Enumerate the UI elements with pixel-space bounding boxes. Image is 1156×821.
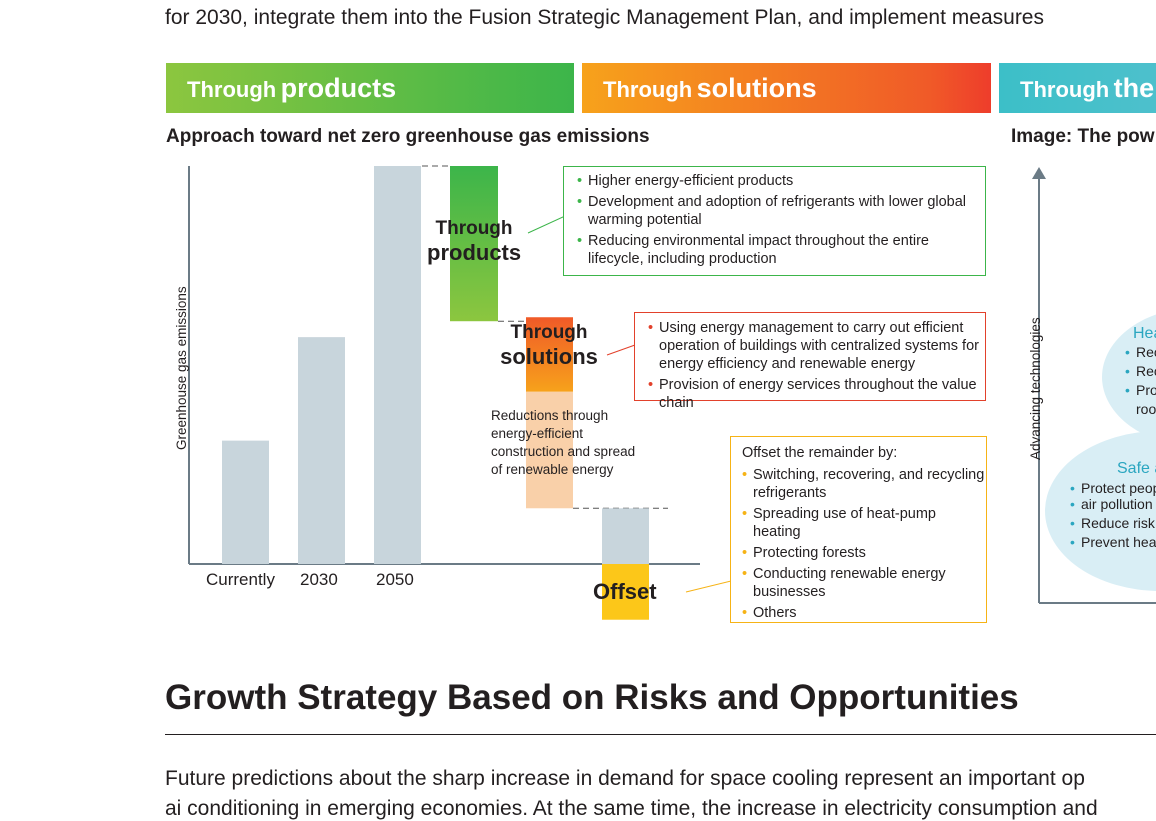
step-solutions-reduction — [526, 391, 573, 509]
banner-small-text: Through — [1020, 77, 1110, 102]
note-line: Reductions through — [491, 408, 609, 423]
right-axis-label: Advancing technologies — [1028, 317, 1043, 460]
list-item: Using energy management to carry out eff… — [648, 319, 985, 373]
list-item: Conducting renewable energy businesses — [742, 565, 986, 601]
list-item: Development and adoption of refrigerants… — [577, 193, 985, 229]
callout-heading: Offset the remainder by: — [742, 445, 898, 461]
step-solutions — [526, 317, 573, 392]
list-item: Others — [742, 604, 986, 622]
body-paragraph-line: Future predictions about the sharp incre… — [165, 767, 1085, 790]
list-item: Rec — [1125, 343, 1156, 362]
bar-currently — [222, 440, 269, 564]
step-products — [450, 166, 498, 322]
list-item: Reducing environmental impact throughout… — [577, 232, 985, 268]
intro-paragraph-line: for 2030, integrate them into the Fusion… — [165, 6, 1044, 29]
step-label-line: Through — [510, 322, 588, 343]
banner-small-text: Through — [187, 77, 277, 102]
right-y-axis-arrow-icon — [1032, 167, 1046, 179]
step-label-products: Through products — [427, 217, 521, 265]
x-tick-currently: Currently — [206, 570, 275, 589]
step-label-line: Through — [435, 218, 513, 239]
banner-big-text: solutions — [696, 73, 817, 103]
benefit-title: Hea — [1133, 325, 1156, 342]
banner-through-third: Through the — [999, 63, 1156, 113]
x-tick-2030: 2030 — [300, 570, 338, 589]
body-paragraph-line-cut: ai conditioning in emerging economies. A… — [165, 797, 1098, 820]
step-offset — [602, 564, 649, 620]
list-item: Reduce risk c — [1070, 514, 1156, 533]
benefit-group-upper: Hea Rec Rec Pro roo — [1125, 324, 1156, 419]
reductions-note: Reductions through energy-efficient cons… — [491, 407, 635, 479]
banner-big-text: the — [1113, 73, 1155, 103]
list-item: Higher energy-efficient products — [577, 172, 985, 190]
right-figure-heading: Image: The pow — [1011, 126, 1155, 147]
bar-2050 — [374, 166, 421, 564]
list-item-continued: air pollution — [1070, 495, 1156, 514]
section-divider — [165, 734, 1156, 735]
note-line: energy-efficient — [491, 426, 584, 441]
step-label-line: products — [427, 240, 522, 265]
list-item: Provision of energy services throughout … — [648, 376, 985, 412]
chart-heading: Approach toward net zero greenhouse gas … — [166, 126, 650, 147]
step-label-solutions: Through solutions — [500, 321, 598, 369]
step-offset-residual — [602, 508, 649, 564]
list-item: Protect peop — [1070, 479, 1156, 498]
list-item: Rec — [1125, 362, 1156, 381]
list-item: Spreading use of heat-pump heating — [742, 505, 986, 541]
banner-big-text: products — [280, 73, 397, 103]
benefit-group-lower: Safe a Protect peop air pollution Reduce… — [1070, 459, 1156, 552]
callout-pointer-products — [527, 215, 566, 234]
list-item: Pro — [1125, 381, 1156, 400]
y-axis-label: Greenhouse gas emissions — [174, 286, 189, 450]
section-heading: Growth Strategy Based on Risks and Oppor… — [165, 678, 1019, 717]
step-label-offset: Offset — [593, 579, 657, 604]
list-item: Switching, recovering, and recycling ref… — [742, 466, 986, 502]
callout-pointer-offset — [685, 580, 732, 597]
benefit-title: Safe a — [1117, 460, 1156, 477]
note-line: of renewable energy — [491, 462, 614, 477]
banner-through-solutions: Through solutions — [582, 63, 991, 113]
callout-pointer-solutions — [606, 344, 636, 366]
banner-small-text: Through — [603, 77, 693, 102]
list-item: Prevent heat — [1070, 533, 1156, 552]
note-line: construction and spread — [491, 444, 636, 459]
callout-box-products: Higher energy-efficient products Develop… — [563, 166, 986, 276]
callout-box-solutions: Using energy management to carry out eff… — [634, 312, 986, 411]
banner-through-products: Through products — [166, 63, 574, 113]
step-label-line: solutions — [500, 344, 598, 369]
list-item: Protecting forests — [742, 544, 986, 562]
bar-2030 — [298, 337, 345, 564]
list-item-continued: roo — [1136, 401, 1156, 417]
x-tick-2050: 2050 — [376, 570, 414, 589]
callout-box-offset: Offset the remainder by: Switching, reco… — [730, 436, 987, 623]
